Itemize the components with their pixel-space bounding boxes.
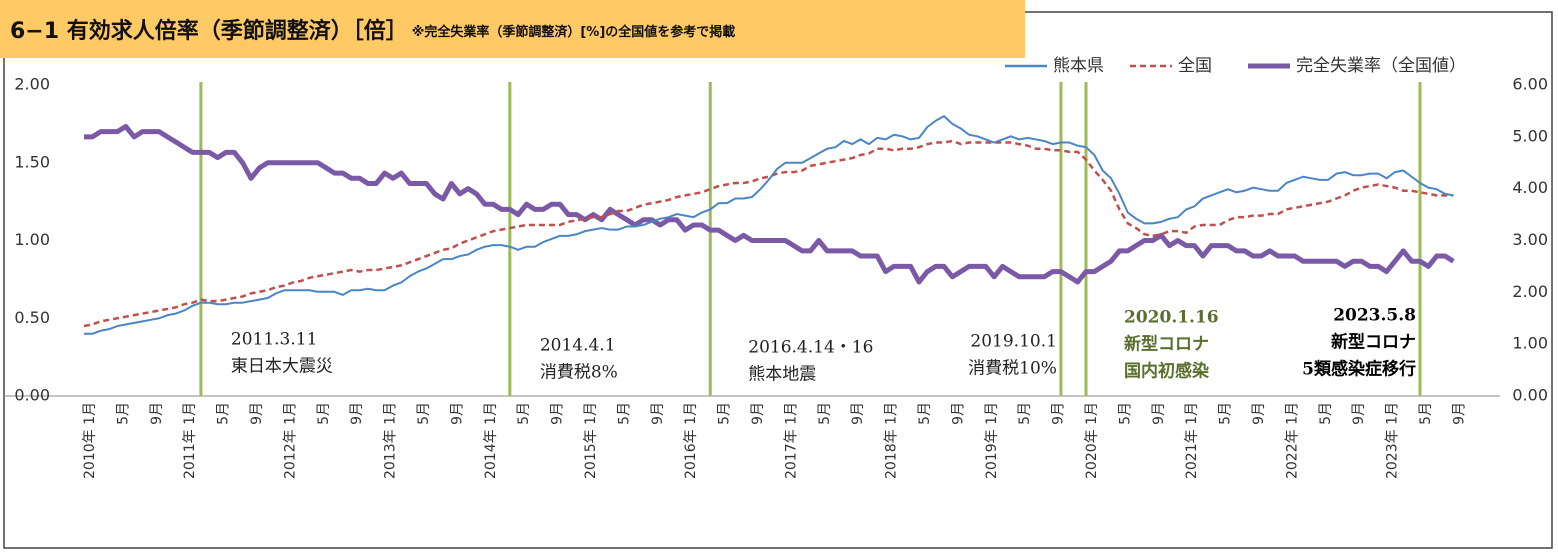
- chart-frame: [3, 11, 1553, 549]
- x-tick-label: 2020年 1月: [1084, 402, 1100, 479]
- annotation-text: 新型コロナ: [1124, 334, 1209, 355]
- x-tick-label: 5月: [316, 402, 332, 425]
- x-tick-label: 9月: [1151, 402, 1167, 425]
- annotation-text: 東日本大震災: [231, 357, 333, 377]
- x-tick-label: 5月: [616, 402, 632, 425]
- x-tick-label: 9月: [349, 402, 365, 425]
- y2-tick-label: 6.00: [1512, 75, 1548, 94]
- x-tick-label: 9月: [950, 402, 966, 425]
- x-tick-label: 5月: [817, 402, 833, 425]
- x-tick-label: 5月: [917, 402, 933, 425]
- y2-tick-label: 5.00: [1512, 126, 1548, 145]
- x-tick-label: 2013年 1月: [383, 402, 399, 479]
- y-tick-label: 0.50: [14, 308, 50, 327]
- x-tick-label: 2023年 1月: [1385, 402, 1401, 479]
- annotation-date: 2019.10.1: [970, 332, 1057, 352]
- y-tick-label: 2.00: [14, 75, 50, 94]
- x-tick-label: 5月: [216, 402, 232, 425]
- legend-label: 完全失業率（全国値）: [1296, 56, 1466, 76]
- x-tick-label: 2021年 1月: [1184, 402, 1200, 479]
- x-tick-label: 2014年 1月: [483, 402, 499, 479]
- x-tick-label: 2019年 1月: [984, 402, 1000, 479]
- x-tick-label: 5月: [1218, 402, 1234, 425]
- x-tick-label: 2017年 1月: [783, 402, 799, 479]
- legend-label: 熊本県: [1053, 56, 1104, 76]
- title-box: [0, 0, 1025, 58]
- x-tick-label: 9月: [850, 402, 866, 425]
- chart-title-group: 6−1 有効求人倍率（季節調整済）［倍］ ※完全失業率（季節調整済）[%]の全国値…: [10, 18, 735, 44]
- annotation-text: 5類感染症移行: [1302, 359, 1416, 380]
- annotation-date: 2020.1.16: [1124, 308, 1219, 328]
- y2-tick-label: 0.00: [1512, 386, 1548, 405]
- series-line: [84, 115, 1454, 335]
- annotation-date: 2014.4.1: [540, 336, 616, 356]
- y-tick-label: 1.00: [14, 230, 50, 249]
- x-tick-label: 9月: [249, 402, 265, 425]
- annotation-date: 2011.3.11: [231, 330, 318, 350]
- annotation-text: 熊本地震: [748, 365, 816, 385]
- x-tick-label: 5月: [1318, 402, 1334, 425]
- x-tick-label: 9月: [1351, 402, 1367, 425]
- x-tick-label: 9月: [650, 402, 666, 425]
- x-tick-label: 5月: [115, 402, 131, 425]
- annotation-text: 国内初感染: [1124, 361, 1209, 382]
- x-tick-label: 5月: [717, 402, 733, 425]
- x-tick-label: 2016年 1月: [683, 402, 699, 479]
- x-tick-label: 5月: [1418, 402, 1434, 425]
- x-tick-label: 9月: [449, 402, 465, 425]
- legend-label: 全国: [1178, 56, 1212, 76]
- x-tick-label: 2022年 1月: [1284, 402, 1300, 479]
- chart-subtitle: ※完全失業率（季節調整済）[%]の全国値を参考で掲載: [412, 24, 736, 40]
- y2-tick-label: 4.00: [1512, 178, 1548, 197]
- x-tick-label: 5月: [1017, 402, 1033, 425]
- y2-tick-label: 1.00: [1512, 334, 1548, 353]
- series-line: [83, 139, 1454, 328]
- x-tick-label: 2018年 1月: [884, 402, 900, 479]
- x-tick-label: 2010年 1月: [82, 402, 98, 479]
- y2-tick-label: 2.00: [1512, 282, 1548, 301]
- annotation-date: 2016.4.14・16: [748, 338, 873, 358]
- x-tick-label: 9月: [1251, 402, 1267, 425]
- y-tick-label: 1.50: [14, 152, 50, 171]
- x-tick-label: 2012年 1月: [282, 402, 298, 479]
- x-tick-label: 9月: [149, 402, 165, 425]
- chart-title: 6−1 有効求人倍率（季節調整済）［倍］: [10, 18, 408, 44]
- series-line: [84, 123, 1455, 285]
- x-tick-label: 2011年 1月: [182, 402, 198, 479]
- x-tick-label: 9月: [550, 402, 566, 425]
- annotation-date: 2023.5.8: [1333, 306, 1416, 326]
- x-tick-label: 5月: [1117, 402, 1133, 425]
- x-tick-label: 5月: [516, 402, 532, 425]
- annotation-text: 消費税10%: [968, 359, 1057, 379]
- x-tick-label: 9月: [750, 402, 766, 425]
- x-tick-label: 5月: [416, 402, 432, 425]
- annotation-text: 消費税8%: [540, 363, 618, 383]
- y2-tick-label: 3.00: [1512, 230, 1548, 249]
- y-tick-label: 0.00: [14, 386, 50, 405]
- x-tick-label: 9月: [1451, 402, 1467, 425]
- x-tick-label: 2015年 1月: [583, 402, 599, 479]
- annotation-text: 新型コロナ: [1331, 332, 1416, 353]
- x-tick-label: 9月: [1051, 402, 1067, 425]
